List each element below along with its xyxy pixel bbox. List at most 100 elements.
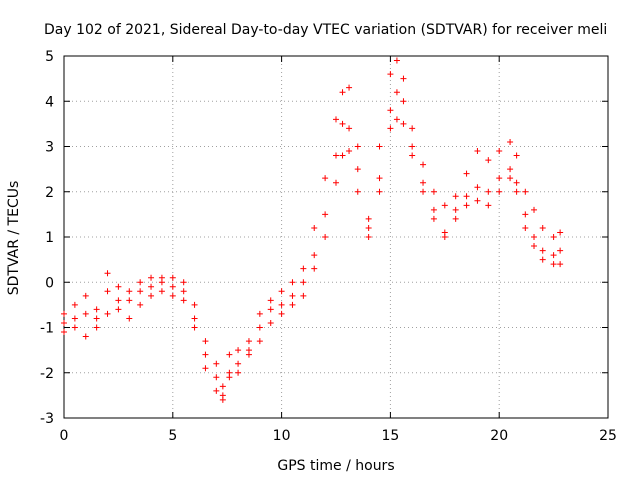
data-point	[354, 188, 361, 195]
data-point	[474, 197, 481, 204]
y-tick-label: 2	[45, 185, 54, 201]
x-tick-label: 20	[490, 428, 508, 444]
data-point	[496, 188, 503, 195]
data-point	[441, 202, 448, 209]
data-point	[82, 333, 89, 340]
data-point	[400, 98, 407, 105]
data-point	[339, 152, 346, 159]
data-point	[235, 347, 242, 354]
data-point	[365, 215, 372, 222]
data-point	[311, 252, 318, 259]
data-point	[441, 234, 448, 240]
data-point	[550, 234, 557, 240]
data-point	[256, 310, 263, 317]
data-point	[333, 179, 339, 186]
data-point	[420, 161, 427, 168]
data-point	[507, 175, 514, 182]
data-point	[267, 319, 274, 326]
data-point	[93, 324, 100, 331]
data-point	[213, 360, 220, 367]
data-point	[430, 206, 437, 213]
data-point	[104, 310, 111, 317]
data-point	[219, 383, 226, 390]
data-point	[235, 369, 242, 376]
data-point	[513, 152, 520, 159]
data-point	[158, 279, 165, 286]
data-point	[376, 188, 383, 195]
data-point	[169, 292, 176, 299]
data-point	[115, 283, 122, 290]
data-point	[300, 292, 307, 299]
data-point	[387, 71, 394, 78]
data-point	[93, 315, 100, 322]
data-point	[485, 202, 492, 209]
data-point	[219, 396, 226, 403]
data-point	[71, 324, 78, 331]
y-axis-label: SDTVAR / TECUs	[6, 181, 22, 296]
data-point	[191, 324, 198, 331]
data-point	[539, 224, 546, 231]
data-point	[115, 306, 122, 313]
data-point	[61, 319, 67, 326]
data-point	[278, 310, 285, 317]
data-point	[213, 374, 220, 381]
data-point	[82, 292, 89, 299]
y-tick-label: 5	[45, 49, 54, 65]
data-point	[420, 179, 427, 186]
data-point	[522, 224, 529, 231]
data-point	[267, 306, 274, 313]
data-point	[557, 247, 564, 254]
data-point	[245, 338, 252, 345]
data-point	[339, 89, 346, 96]
y-tick-label: -2	[40, 366, 54, 382]
data-point	[148, 292, 155, 299]
data-point	[126, 315, 133, 322]
data-point	[289, 279, 296, 286]
data-point	[531, 243, 538, 250]
data-point	[104, 288, 111, 295]
series-trace-1	[61, 57, 564, 390]
data-point	[522, 188, 529, 195]
data-point	[180, 297, 187, 304]
data-point	[278, 288, 285, 295]
data-point	[256, 324, 263, 331]
data-point	[278, 301, 285, 308]
data-point	[61, 329, 67, 336]
data-point	[180, 288, 187, 295]
x-axis-label: GPS time / hours	[277, 458, 394, 474]
chart-title: Day 102 of 2021, Sidereal Day-to-day VTE…	[44, 22, 607, 38]
data-point	[137, 279, 144, 286]
data-point	[115, 297, 122, 304]
data-point	[430, 215, 437, 222]
data-point	[202, 351, 209, 358]
y-tick-label: -3	[40, 411, 54, 427]
data-point	[557, 261, 564, 268]
data-point	[393, 89, 400, 96]
data-point	[452, 215, 459, 222]
data-point	[346, 125, 353, 132]
data-point	[507, 166, 514, 173]
y-tick-label: 4	[45, 94, 54, 110]
data-point	[61, 310, 67, 317]
data-point	[400, 120, 407, 127]
x-tick-label: 25	[599, 428, 617, 444]
data-point	[322, 175, 329, 182]
data-marks	[61, 57, 564, 403]
data-point	[148, 274, 155, 281]
data-point	[539, 247, 546, 254]
series-trace-2	[61, 89, 564, 399]
data-point	[346, 148, 353, 155]
data-point	[202, 365, 209, 372]
x-tick-label: 0	[60, 428, 69, 444]
data-point	[409, 143, 416, 150]
y-tick-label: -1	[40, 321, 54, 337]
data-point	[256, 338, 263, 345]
data-point	[322, 211, 329, 218]
data-point	[300, 265, 307, 272]
data-point	[420, 188, 427, 195]
data-point	[180, 279, 187, 286]
data-point	[148, 283, 155, 290]
data-point	[354, 143, 361, 150]
data-point	[289, 301, 296, 308]
series-trace-3	[61, 116, 564, 403]
